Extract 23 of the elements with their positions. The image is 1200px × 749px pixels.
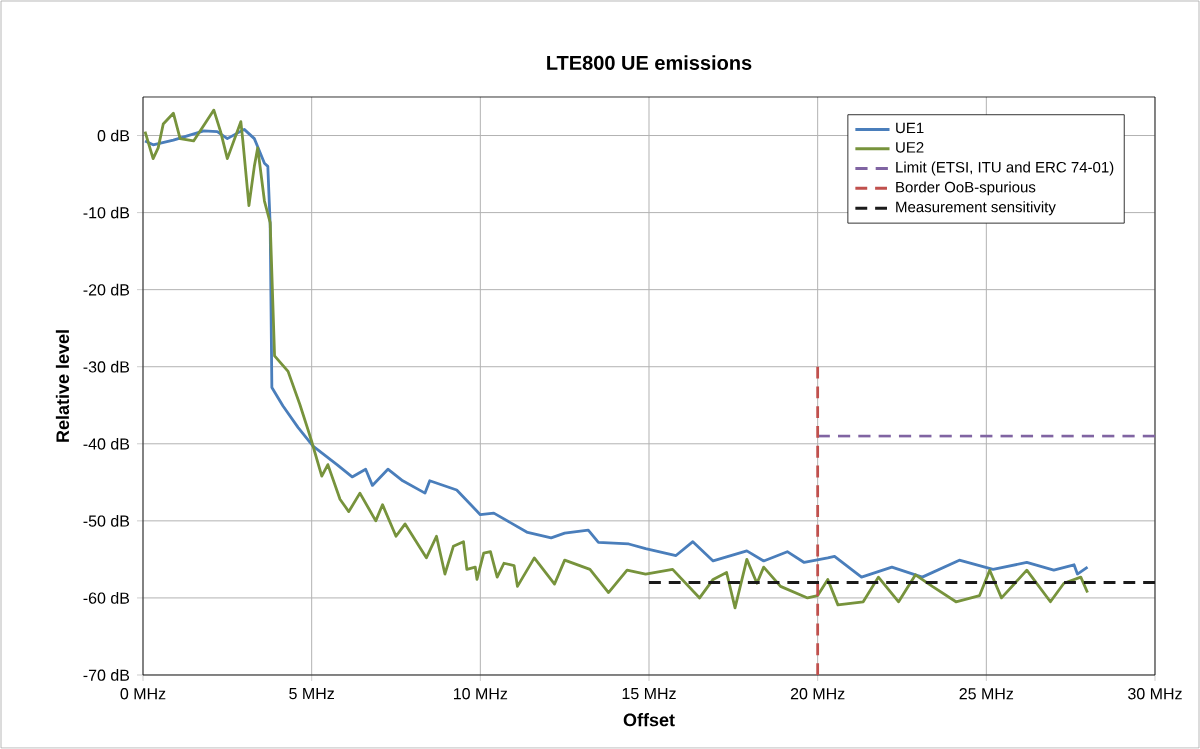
- x-tick-label: 30 MHz: [1128, 688, 1182, 700]
- legend-label: Border OoB-spurious: [896, 181, 1036, 196]
- legend-label: UE1: [896, 122, 924, 134]
- y-tick-label: -60 dB: [83, 592, 130, 604]
- y-axis-title: Relative level: [55, 330, 70, 442]
- chart-title: LTE800 UE emissions: [547, 55, 752, 70]
- y-tick-label: -40 dB: [83, 437, 130, 450]
- legend-label: Measurement sensitivity: [896, 201, 1056, 216]
- x-tick-label: 0 MHz: [120, 688, 166, 700]
- legend-label: Limit (ETSI, ITU and ERC 74-01): [896, 161, 1114, 176]
- x-tick-label: 5 MHz: [289, 688, 334, 700]
- y-tick-label: -70 dB: [83, 669, 130, 681]
- legend-label: UE2: [896, 142, 924, 153]
- x-tick-label: 25 MHz: [959, 688, 1014, 700]
- x-axis-title: Offset: [623, 713, 675, 727]
- x-tick-label: 20 MHz: [790, 688, 845, 700]
- y-tick-label: -50 dB: [83, 514, 130, 527]
- x-tick-label: 15 MHz: [622, 688, 676, 700]
- y-tick-label: -30 dB: [83, 360, 130, 373]
- x-tick-label: 10 MHz: [454, 688, 508, 700]
- y-tick-label: -10 dB: [83, 206, 130, 219]
- y-tick-label: -20 dB: [83, 283, 130, 296]
- y-tick-label: 0 dB: [97, 129, 130, 142]
